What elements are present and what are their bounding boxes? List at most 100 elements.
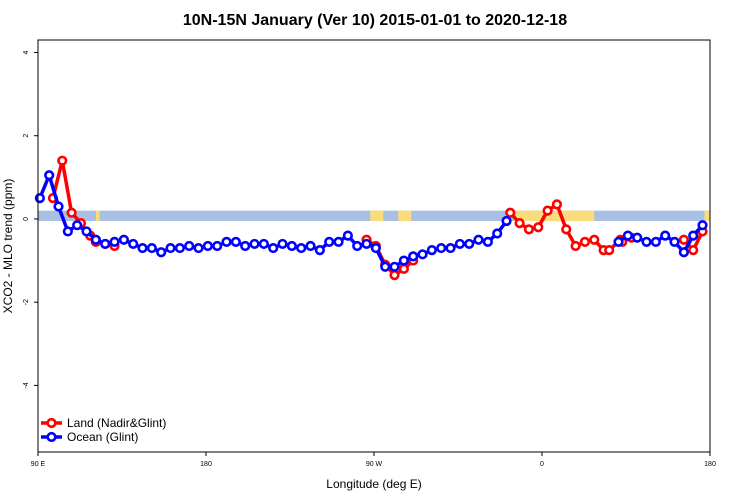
ocean-series-point xyxy=(90,234,101,245)
ocean-series-point xyxy=(370,242,381,254)
ocean-series-point xyxy=(156,247,167,258)
ocean-series-point xyxy=(622,230,633,241)
land-series-point xyxy=(570,240,581,252)
ocean-series-point xyxy=(230,236,241,247)
x-tick-label: 0 xyxy=(540,461,544,468)
land-series-point xyxy=(389,270,400,281)
land-series-point xyxy=(678,234,689,245)
ocean-series-segment xyxy=(613,220,708,258)
ocean-series-point xyxy=(398,255,409,266)
ocean-series-point xyxy=(258,238,269,250)
x-tick-label: 180 xyxy=(704,461,716,468)
ocean-series-segment xyxy=(34,170,512,272)
ocean-series-point xyxy=(81,226,92,237)
ocean-series-point xyxy=(660,230,671,241)
y-tick-label: 0 xyxy=(23,217,30,221)
ocean-series-point xyxy=(109,236,120,247)
legend-item: Land (Nadir&Glint) xyxy=(41,416,166,430)
legend-marker xyxy=(46,417,57,429)
x-tick-label: 180 xyxy=(200,461,212,468)
ocean-series-point xyxy=(44,170,55,181)
land-span xyxy=(370,210,384,222)
land-series-point xyxy=(589,234,600,245)
ocean-series-point xyxy=(193,242,204,254)
ocean-series-point xyxy=(53,201,64,212)
ocean-series-point xyxy=(268,242,279,254)
ocean-series-point xyxy=(165,242,176,254)
surface-type-band xyxy=(38,210,710,222)
ocean-series-point xyxy=(650,236,661,247)
land-series-point xyxy=(66,207,77,218)
land-span xyxy=(398,210,412,222)
ocean-series-point xyxy=(286,240,297,252)
ocean-series-point xyxy=(678,247,689,258)
ocean-series-point xyxy=(445,242,456,254)
ocean-series-point xyxy=(482,236,493,247)
ocean-series-point xyxy=(389,261,400,272)
ocean-series-point xyxy=(473,234,484,245)
ocean-series-point xyxy=(464,238,475,250)
land-series-point xyxy=(688,245,699,256)
land-span xyxy=(704,210,710,222)
ocean-series-point xyxy=(249,238,260,250)
ocean-series-point xyxy=(314,245,325,256)
ocean-series-point xyxy=(352,240,363,252)
ocean-series-point xyxy=(146,242,157,254)
ocean-series-point xyxy=(324,236,335,247)
land-series-point xyxy=(533,222,544,233)
legend-marker xyxy=(46,431,57,443)
ocean-series-point xyxy=(128,238,139,250)
land-series-point xyxy=(561,224,572,235)
legend-label: Land (Nadir&Glint) xyxy=(67,416,166,430)
x-axis-label: Longitude (deg E) xyxy=(326,477,421,491)
legend-label: Ocean (Glint) xyxy=(67,430,138,444)
land-series-point xyxy=(505,207,516,218)
land-series-point xyxy=(604,245,615,256)
ocean-series-point xyxy=(669,236,680,247)
legend: Land (Nadir&Glint)Ocean (Glint) xyxy=(41,416,166,444)
ocean-series-point xyxy=(305,240,316,252)
ocean-series-point xyxy=(174,242,185,254)
ocean-series-point xyxy=(221,236,232,247)
y-axis: -4 -2 0 2 4 xyxy=(23,50,38,389)
ocean-series-point xyxy=(72,220,83,231)
land-series-point xyxy=(514,218,525,229)
ocean-series-point xyxy=(137,242,148,254)
land-series-point xyxy=(551,199,563,210)
ocean-series-point xyxy=(361,238,372,250)
ocean-series-point xyxy=(342,230,353,241)
land-series-point xyxy=(542,205,553,216)
y-tick-label: -4 xyxy=(23,382,30,388)
ocean-series-point xyxy=(202,240,213,252)
x-axis: 90 E 180 90 W 0 180 xyxy=(31,452,716,468)
ocean-series-point xyxy=(100,238,111,250)
ocean-series-point xyxy=(380,261,391,272)
ocean-series-point xyxy=(641,236,652,247)
ocean-series-point xyxy=(34,193,45,204)
ocean-series-point xyxy=(212,240,223,252)
ocean-series-point xyxy=(426,245,437,256)
x-tick-label: 90 W xyxy=(366,461,383,468)
series-layer xyxy=(34,155,708,281)
ocean-series-point xyxy=(62,226,73,237)
ocean-series-point xyxy=(296,242,307,254)
land-span xyxy=(514,210,595,222)
land-series-point xyxy=(523,224,535,235)
ocean-series-point xyxy=(454,238,465,250)
ocean-series-point xyxy=(492,228,503,239)
legend-item: Ocean (Glint) xyxy=(41,430,138,444)
ocean-series-point xyxy=(408,251,419,262)
ocean-series-point xyxy=(501,215,512,227)
ocean-series-point xyxy=(632,232,643,243)
land-series-point xyxy=(579,236,591,247)
land-series-point xyxy=(398,263,409,274)
chart-title: 10N-15N January (Ver 10) 2015-01-01 to 2… xyxy=(183,12,567,29)
ocean-series-point xyxy=(613,236,624,247)
ocean-series-point xyxy=(333,236,344,247)
ocean-series-point xyxy=(436,242,447,254)
land-series-segment xyxy=(505,199,609,256)
y-axis-label: XCO2 - MLO trend (ppm) xyxy=(1,179,15,314)
x-tick-label: 90 E xyxy=(31,461,46,468)
ocean-series-point xyxy=(417,249,428,260)
